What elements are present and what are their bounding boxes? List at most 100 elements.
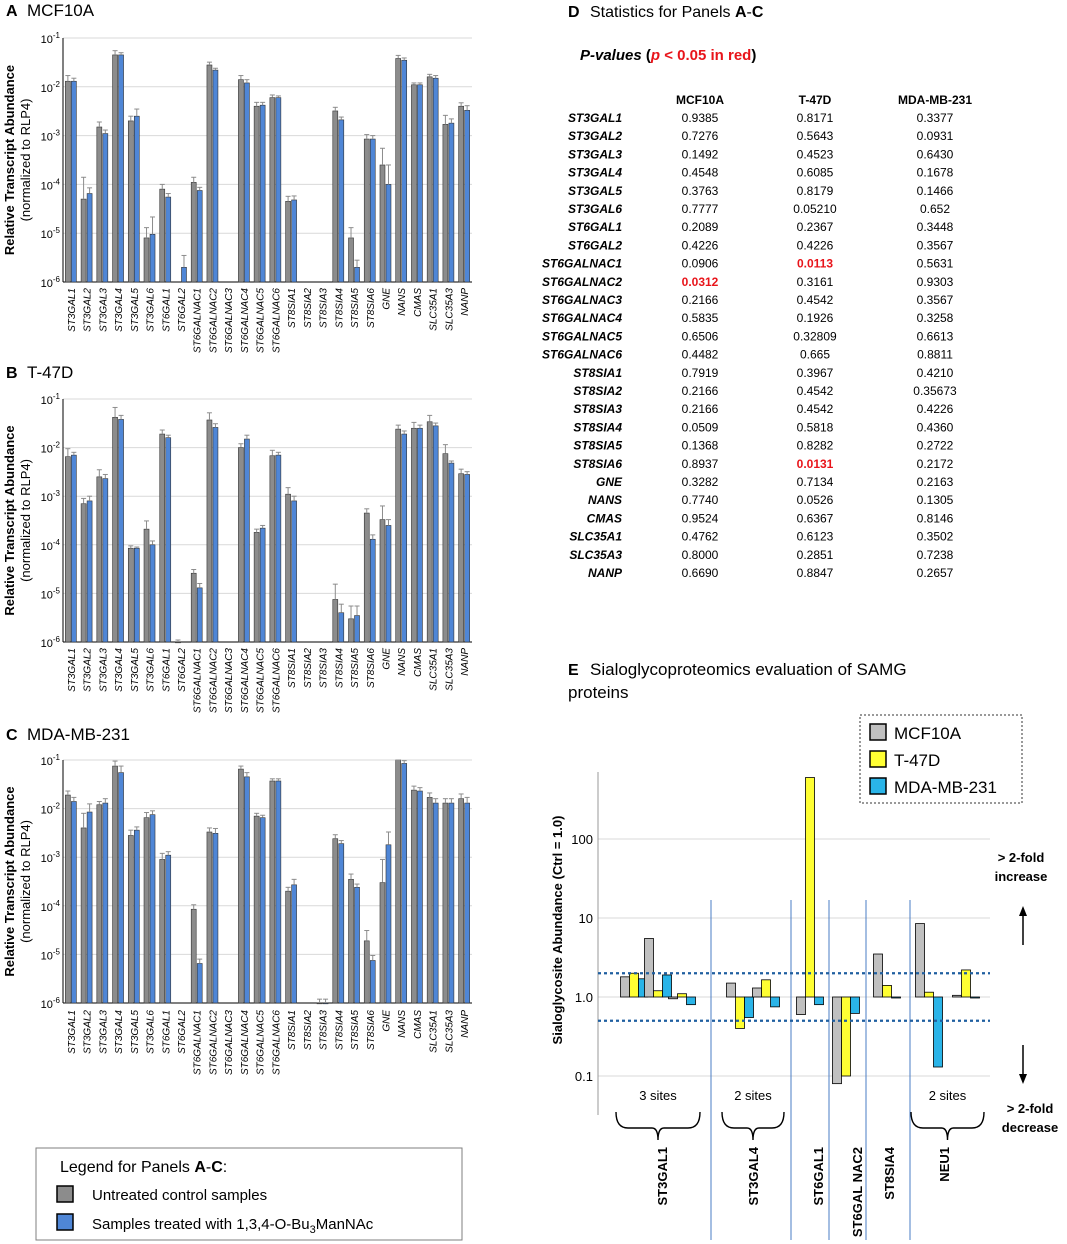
x-tick-label: ST3GAL1: [67, 288, 78, 332]
x-tick-label: NANS: [397, 288, 408, 316]
x-tick-label: ST3GAL5: [130, 1010, 141, 1054]
y-tick-label: 10-6: [41, 275, 61, 290]
bar-treated-st6gal1: [165, 196, 172, 283]
bar-control-st3gal3: [96, 804, 103, 1004]
decrease-line1: > 2-fold: [1007, 1101, 1054, 1116]
x-tick-label: ST3GAL3: [98, 1010, 109, 1054]
bar-mdamb231: [686, 996, 696, 1006]
increase-arrow-icon: [1019, 906, 1027, 916]
y-tick-label: 10-4: [41, 177, 61, 192]
table-cell: 0.35673: [913, 384, 957, 398]
bar-treated-st8sia4: [338, 119, 345, 283]
table-cell: 0.3567: [917, 238, 954, 252]
bar-treated-st6galnac2: [212, 427, 219, 643]
bar-mdamb231: [970, 996, 980, 999]
x-tick-label: ST6GALNAC2: [208, 288, 219, 353]
bar-control-st6galnac5: [253, 815, 260, 1004]
bar-t47d: [805, 777, 815, 998]
table-row-gene: ST6GALNAC5: [542, 329, 622, 343]
table-cell: 0.665: [800, 348, 830, 362]
table-cell: 0.4542: [797, 293, 834, 307]
bar-treated-st3gal1: [71, 801, 77, 1004]
group-st6gal1: ST6GAL1: [796, 777, 826, 1206]
y-tick-label: 1.0: [575, 990, 593, 1005]
bar-control-st8sia6: [363, 138, 370, 283]
table-cell: 0.4762: [682, 530, 719, 544]
x-tick-label: ST6GALNAC2: [208, 648, 219, 713]
table-row: GNE 0.3282 0.7134 0.2163: [596, 475, 954, 489]
table-cell: 0.4360: [917, 420, 954, 434]
table-cell: 0.8146: [917, 511, 954, 525]
bar-treated-nanp: [464, 109, 470, 283]
bar-control-st6gal1: [159, 433, 166, 643]
legend-mdamb231-swatch: [869, 777, 887, 795]
x-tick-label: SLC35A3: [444, 1010, 455, 1053]
bar-mcf10a: [832, 996, 842, 1085]
x-tick-label: CMAS: [413, 1010, 424, 1039]
table-cell: 0.0526: [797, 493, 834, 507]
group-st6gal-nac2: ST6GAL NAC2: [832, 996, 865, 1237]
bar-control-st3gal5: [127, 547, 134, 643]
bar-control-st3gal6: [143, 237, 150, 283]
x-tick-label: ST6GAL2: [177, 288, 188, 332]
table-cell: 0.0113: [797, 257, 833, 271]
bar-treated-nanp: [464, 474, 470, 643]
y-axis-label: Relative Transcript Abundance: [2, 65, 17, 255]
bar-mcf10a: [873, 953, 883, 998]
table-cell: 0.4226: [917, 402, 954, 416]
table-row: ST3GAL6 0.7777 0.05210 0.652: [568, 202, 950, 216]
bar-treated-slc35a1: [432, 802, 439, 1004]
group-st3gal4: 2 sites ST3GAL4: [721, 979, 785, 1206]
bar-control-st6galnac2: [206, 64, 213, 283]
x-tick-label: NANS: [397, 1010, 408, 1038]
panel-e-title-line2: proteins: [568, 683, 628, 702]
y-tick-label: 10-2: [41, 441, 61, 456]
table-row: ST8SIA5 0.1368 0.8282 0.2722: [573, 439, 953, 453]
table-cell: 0.0906: [682, 257, 719, 271]
bar-control-gne: [379, 164, 386, 283]
bar-control-st3gal2: [80, 827, 87, 1004]
table-row-gene: NANP: [588, 566, 623, 580]
bar-treated-st8sia6: [369, 138, 376, 283]
bar-treated-st3gal6: [149, 814, 156, 1004]
table-cell: 0.5631: [917, 257, 954, 271]
panel-b: B T-47D Relative Transcript Abundance (norm…: [2, 363, 472, 713]
table-cell: 0.6430: [917, 147, 954, 161]
table-row: ST3GAL3 0.1492 0.4523 0.6430: [568, 147, 954, 161]
x-tick-label: ST6GALNAC4: [240, 288, 251, 353]
bar-control-cmas: [411, 84, 417, 283]
panel-letter: A: [6, 3, 18, 20]
bar-treated-st3gal2: [86, 811, 93, 1004]
table-cell: 0.05210: [793, 202, 837, 216]
table-cell: 0.2166: [682, 402, 719, 416]
table-cell: 0.3763: [682, 184, 719, 198]
bar-treated-st6galnac6: [275, 97, 282, 283]
brace-icon: [910, 1111, 985, 1141]
stats-table: MCF10A T-47D MDA-MB-231 ST3GAL1 0.9385 0.8171…: [542, 93, 972, 580]
x-tick-label: ST3GAL3: [98, 288, 109, 332]
table-row: ST8SIA4 0.0509 0.5818 0.4360: [573, 420, 953, 434]
y-tick-label: 10-3: [41, 850, 61, 865]
x-tick-label: ST3GAL4: [114, 648, 125, 692]
bar-treated-gne: [385, 184, 392, 283]
decrease-line2: decrease: [1002, 1120, 1058, 1135]
table-cell: 0.6367: [797, 511, 834, 525]
bar-control-cmas: [411, 789, 417, 1004]
x-tick-label: ST3GAL6: [146, 648, 157, 692]
bar-mdamb231: [814, 996, 824, 1006]
table-cell: 0.5818: [797, 420, 834, 434]
x-tick-label: GNE: [381, 648, 392, 670]
x-tick-label: GNE: [381, 288, 392, 310]
panel-e-plot: 0.1 1.0 10 100 3 sites ST3GAL1 2 sites ST3GAL4 S…: [571, 772, 990, 1240]
table-row: ST8SIA6 0.8937 0.0131 0.2172: [573, 457, 953, 471]
bar-control-st3gal6: [143, 528, 150, 643]
increase-line2: increase: [995, 869, 1048, 884]
table-cell: 0.1492: [682, 147, 719, 161]
sites-label: 2 sites: [929, 1088, 967, 1103]
panel-title: T-47D: [27, 363, 73, 382]
table-row-gene: ST3GAL1: [568, 111, 622, 125]
bar-mcf10a: [668, 996, 678, 1000]
bar-mcf10a: [915, 923, 925, 998]
table-cell: 0.8171: [797, 111, 834, 125]
table-cell: 0.6123: [797, 530, 834, 544]
